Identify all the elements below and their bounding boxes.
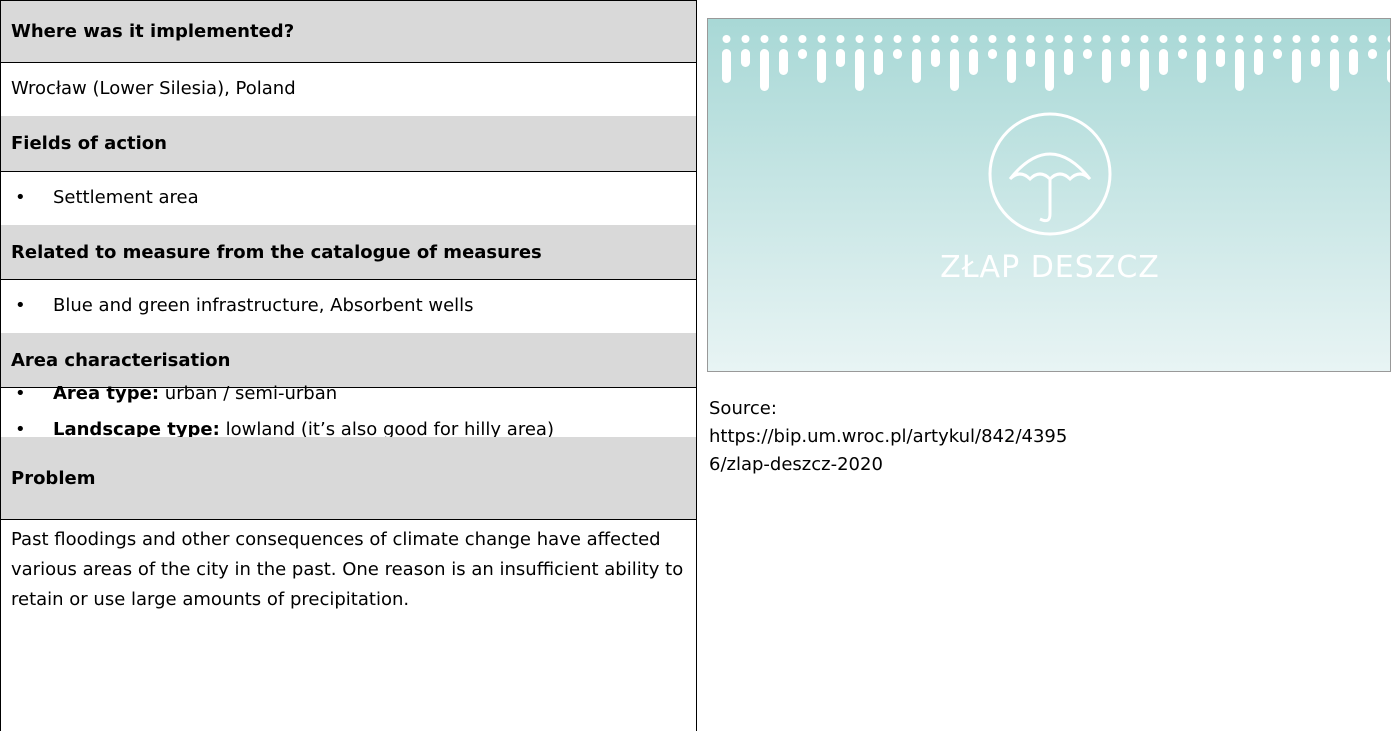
bullet-body: urban / semi-urban: [165, 383, 337, 404]
bullet-item: •Blue and green infrastructure, Absorben…: [11, 291, 686, 321]
bullet-text: Blue and green infrastructure, Absorbent…: [53, 291, 474, 321]
row: •Settlement area: [1, 171, 696, 226]
bullet-item: •Area type: urban / semi-urban: [11, 379, 686, 409]
header-text: Problem: [11, 468, 686, 489]
bullet: •: [11, 291, 53, 321]
bullet-text: Area type: urban / semi-urban: [53, 379, 337, 409]
row: •Blue and green infrastructure, Absorben…: [1, 279, 696, 334]
header-text: Where was it implemented?: [11, 21, 686, 42]
cell-text: Wrocław (Lower Silesia), Poland: [11, 74, 686, 104]
row: Wrocław (Lower Silesia), Poland: [1, 62, 696, 117]
header-text: Fields of action: [11, 133, 686, 154]
page: {"table":{"rows":[ {"header":"Where was …: [0, 0, 1393, 731]
bullet: •: [11, 379, 53, 409]
logo-text: ZŁAP DESZCZ: [940, 250, 1160, 285]
bullet-body: Blue and green infrastructure, Absorbent…: [53, 295, 474, 316]
image: ZŁAP DESZCZ: [707, 18, 1391, 372]
header-row: Where was it implemented?: [1, 1, 696, 63]
image-graphic: ZŁAP DESZCZ: [708, 19, 1390, 371]
bullet-item: •Settlement area: [11, 183, 686, 213]
bullet: •: [11, 183, 53, 213]
table: Where was it implemented? Wrocław (Lower …: [0, 0, 697, 731]
cell-text: Past floodings and other consequences of…: [11, 525, 686, 615]
header-text: Related to measure from the catalogue of…: [11, 242, 686, 263]
header-row: Related to measure from the catalogue of…: [1, 225, 696, 280]
header-text: Area characterisation: [11, 350, 686, 371]
header-row: Problem: [1, 437, 696, 520]
source: Source: https://bip.um.wroc.pl/artykul/8…: [709, 395, 1069, 479]
row: •Area type: urban / semi-urban•Landscape…: [1, 387, 696, 438]
row: Past floodings and other consequences of…: [1, 519, 696, 574]
bullet-label: Area type:: [53, 383, 159, 404]
source-url: https://bip.um.wroc.pl/artykul/842/43956…: [709, 423, 1069, 479]
header-row: Fields of action: [1, 116, 696, 172]
bullet-body: Settlement area: [53, 187, 199, 208]
bullet-text: Settlement area: [53, 183, 199, 213]
source-label: Source:: [709, 395, 1069, 423]
